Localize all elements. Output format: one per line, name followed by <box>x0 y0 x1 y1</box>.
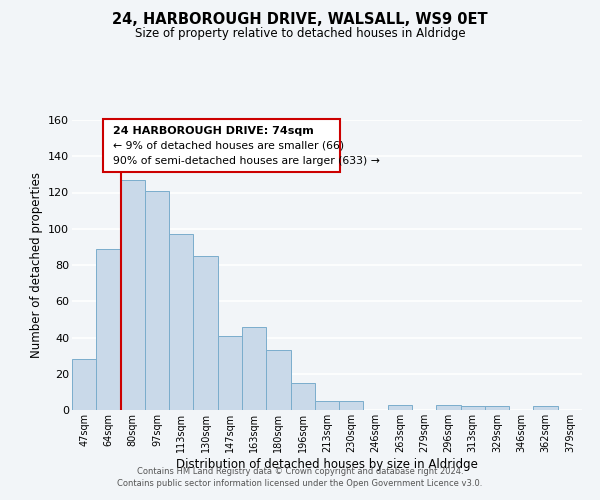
Bar <box>121 180 145 410</box>
Text: 90% of semi-detached houses are larger (633) →: 90% of semi-detached houses are larger (… <box>113 156 380 166</box>
Bar <box>169 234 193 410</box>
Text: Contains public sector information licensed under the Open Government Licence v3: Contains public sector information licen… <box>118 478 482 488</box>
X-axis label: Distribution of detached houses by size in Aldridge: Distribution of detached houses by size … <box>176 458 478 470</box>
Bar <box>388 404 412 410</box>
Text: ← 9% of detached houses are smaller (66): ← 9% of detached houses are smaller (66) <box>113 141 344 151</box>
FancyBboxPatch shape <box>103 118 340 172</box>
Bar <box>145 190 169 410</box>
Bar <box>339 401 364 410</box>
Bar <box>290 383 315 410</box>
Bar <box>242 326 266 410</box>
Bar <box>72 359 96 410</box>
Y-axis label: Number of detached properties: Number of detached properties <box>29 172 43 358</box>
Bar <box>96 248 121 410</box>
Bar <box>315 401 339 410</box>
Text: 24, HARBOROUGH DRIVE, WALSALL, WS9 0ET: 24, HARBOROUGH DRIVE, WALSALL, WS9 0ET <box>112 12 488 28</box>
Bar <box>218 336 242 410</box>
Bar <box>461 406 485 410</box>
Bar <box>266 350 290 410</box>
Text: 24 HARBOROUGH DRIVE: 74sqm: 24 HARBOROUGH DRIVE: 74sqm <box>113 126 314 136</box>
Bar <box>436 404 461 410</box>
Text: Contains HM Land Registry data © Crown copyright and database right 2024.: Contains HM Land Registry data © Crown c… <box>137 467 463 476</box>
Bar <box>533 406 558 410</box>
Bar <box>193 256 218 410</box>
Text: Size of property relative to detached houses in Aldridge: Size of property relative to detached ho… <box>134 28 466 40</box>
Bar <box>485 406 509 410</box>
